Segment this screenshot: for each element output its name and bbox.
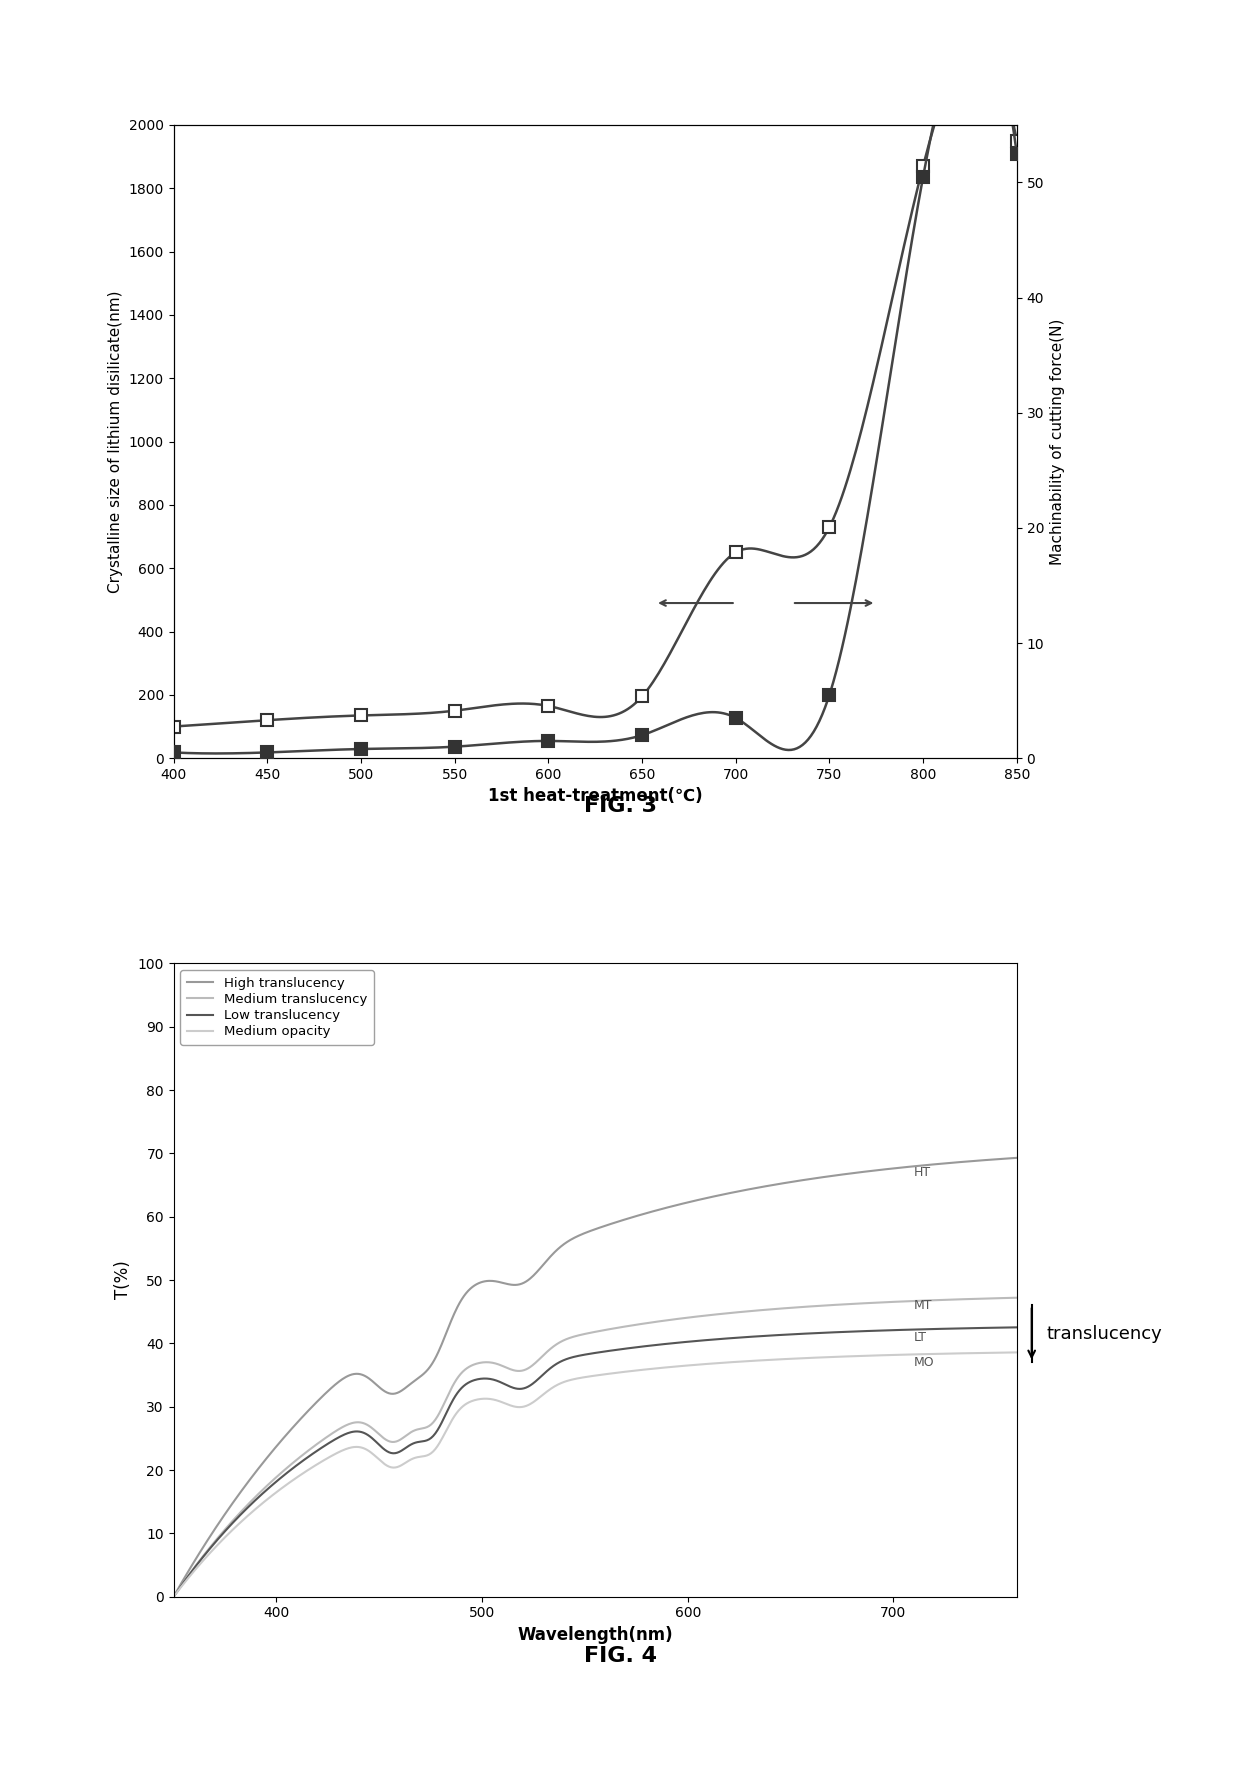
Low translucency [656, 1333, 671, 1354]
Medium translucency [218, 1518, 233, 1540]
Y-axis label: T(%): T(%) [114, 1261, 131, 1299]
Medium opacity [703, 1352, 718, 1374]
Low translucency [166, 1586, 181, 1607]
Medium opacity [1009, 1342, 1024, 1363]
Text: LT: LT [914, 1331, 928, 1343]
Text: FIG. 4: FIG. 4 [584, 1645, 656, 1666]
Medium translucency [166, 1586, 181, 1607]
Text: MT: MT [914, 1299, 932, 1311]
High translucency [218, 1502, 233, 1524]
High translucency [166, 1586, 181, 1607]
Medium opacity [678, 1356, 693, 1377]
High translucency [893, 1158, 908, 1179]
High translucency [806, 1169, 821, 1190]
Medium translucency [678, 1308, 693, 1329]
Text: MO: MO [914, 1356, 935, 1368]
Medium translucency [1009, 1286, 1024, 1308]
Text: HT: HT [914, 1167, 931, 1179]
Medium opacity [218, 1527, 233, 1549]
Low translucency [1009, 1317, 1024, 1338]
Medium translucency [893, 1292, 908, 1313]
Medium opacity [656, 1358, 671, 1379]
Y-axis label: Crystalline size of lithium disilicate(nm): Crystalline size of lithium disilicate(n… [108, 291, 123, 592]
Low translucency [703, 1329, 718, 1350]
Line: High translucency: High translucency [174, 1158, 1017, 1597]
Low translucency [218, 1520, 233, 1541]
Line: Medium opacity: Medium opacity [174, 1352, 1017, 1597]
Legend: High translucency, Medium translucency, Low translucency, Medium opacity: High translucency, Medium translucency, … [180, 970, 373, 1045]
X-axis label: Wavelength(nm): Wavelength(nm) [517, 1625, 673, 1645]
Medium translucency [656, 1309, 671, 1331]
Line: Medium translucency: Medium translucency [174, 1297, 1017, 1597]
Medium translucency [703, 1304, 718, 1326]
High translucency [656, 1197, 671, 1218]
Low translucency [893, 1318, 908, 1340]
Text: translucency: translucency [1047, 1326, 1162, 1343]
X-axis label: 1st heat-treatment(℃): 1st heat-treatment(℃) [487, 787, 703, 806]
Line: Low translucency: Low translucency [174, 1327, 1017, 1597]
Low translucency [806, 1322, 821, 1343]
Medium opacity [166, 1586, 181, 1607]
Medium opacity [893, 1343, 908, 1365]
Medium translucency [806, 1295, 821, 1317]
High translucency [703, 1186, 718, 1208]
Text: FIG. 3: FIG. 3 [584, 796, 656, 817]
High translucency [1009, 1147, 1024, 1169]
Medium opacity [806, 1347, 821, 1368]
Y-axis label: Machinability of cutting force(N): Machinability of cutting force(N) [1050, 318, 1065, 566]
Low translucency [678, 1331, 693, 1352]
High translucency [678, 1192, 693, 1213]
